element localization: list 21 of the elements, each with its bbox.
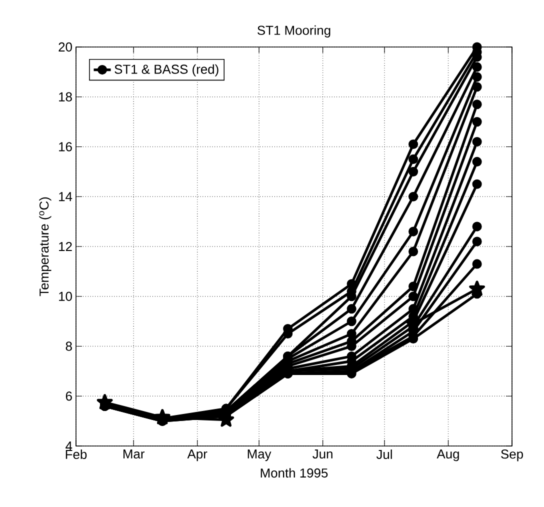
- x-axis-title: Month 1995: [260, 468, 328, 478]
- y-tick-label: 8: [66, 342, 72, 351]
- x-tick-label: Jul: [376, 450, 392, 460]
- x-tick-label: Mar: [123, 450, 145, 459]
- y-tick-label: 16: [59, 142, 72, 152]
- y-tick-label: 4: [66, 442, 72, 450]
- chart-title: ST1 Mooring: [258, 25, 330, 38]
- x-tick-label: May: [248, 450, 272, 462]
- y-tick-label: 12: [59, 242, 72, 252]
- x-tick-label: Feb: [66, 450, 87, 460]
- x-tick-label: Jun: [312, 450, 332, 459]
- y-axis-title: Temperature ($^{o}$C): [39, 197, 52, 296]
- legend-label: ST1 & BASS (red): [114, 64, 218, 76]
- x-tick-label: Aug: [436, 450, 459, 462]
- x-tick-label: Apr: [187, 450, 208, 462]
- x-tick-label: Sep: [501, 450, 523, 462]
- y-tick-label: 14: [59, 192, 72, 202]
- y-tick-label: 6: [66, 392, 72, 401]
- y-tick-label: 20: [58, 42, 72, 52]
- y-tick-label: 10: [59, 292, 72, 301]
- y-tick-label: 18: [59, 92, 72, 102]
